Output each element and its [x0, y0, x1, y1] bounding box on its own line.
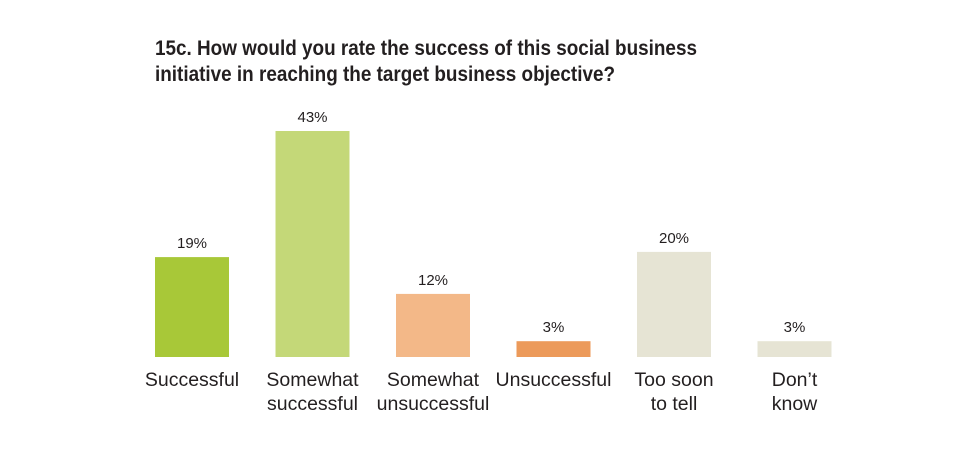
value-label-too-soon-to-tell: 20% [659, 230, 689, 247]
value-label-somewhat-unsuccessful: 12% [418, 272, 448, 289]
category-label-too-soon-to-tell-line-1: Too soon [634, 369, 713, 391]
category-label-unsuccessful: Unsuccessful [496, 369, 612, 391]
chart-title: 15c. How would you rate the success of t… [155, 36, 785, 88]
category-label-successful: Successful [145, 369, 239, 391]
category-label-somewhat-successful-line-2: successful [267, 393, 358, 415]
bar-too-soon-to-tell [637, 251, 711, 357]
category-label-somewhat-unsuccessful-line-1: Somewhat [387, 369, 480, 391]
bar-unsuccessful [516, 341, 591, 357]
value-label-unsuccessful: 3% [543, 319, 565, 336]
value-label-don-t-know: 3% [784, 319, 806, 336]
chart-title-line-1: 15c. How would you rate the success of t… [155, 37, 697, 60]
value-label-somewhat-successful: 43% [297, 109, 327, 126]
category-label-somewhat-successful-line-1: Somewhat [266, 369, 359, 391]
chart-title-line-2: initiative in reaching the target busine… [155, 63, 616, 86]
category-label-don-t-know-line-1: Don’t [772, 369, 818, 391]
category-label-too-soon-to-tell-line-2: to tell [651, 393, 698, 415]
category-label-don-t-know-line-2: know [772, 393, 818, 415]
value-label-successful: 19% [177, 235, 207, 252]
bar-somewhat-successful [275, 131, 350, 357]
bar-somewhat-unsuccessful [396, 293, 470, 357]
bar-successful [155, 257, 229, 357]
category-label-somewhat-unsuccessful-line-2: unsuccessful [377, 393, 490, 415]
bar-don-t-know [757, 341, 832, 357]
